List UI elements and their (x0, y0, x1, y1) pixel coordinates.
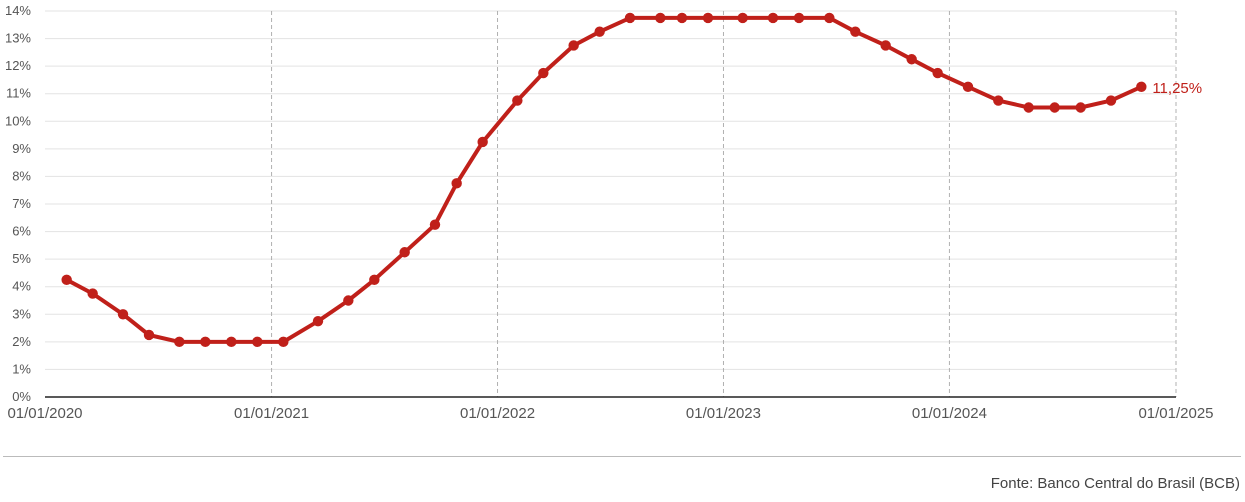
data-point (117, 309, 129, 320)
y-tick-label: 7% (12, 196, 31, 211)
labels-layer: 0% 1% 2% 3% 4% 5% 6% 7% 8% 9% 10% 11% 12% 13% 14% 01/01… (5, 3, 1214, 422)
data-point (399, 247, 410, 258)
data-point (993, 95, 1004, 106)
data-point (624, 12, 636, 24)
x-tick-label: 01/01/2024 (912, 405, 987, 422)
data-point (1075, 102, 1086, 113)
interest-rate-line-chart: 0% 1% 2% 3% 4% 5% 6% 7% 8% 9% 10% 11% 12% 13% 14% 01/01… (5, 3, 1214, 422)
y-tick-label: 2% (12, 334, 31, 349)
grid-lines (45, 10, 1177, 397)
y-tick-label: 9% (12, 141, 31, 156)
y-tick-label: 0% (12, 389, 31, 404)
x-tick-label: 01/01/2020 (7, 405, 82, 422)
data-point (512, 95, 523, 106)
data-point (61, 274, 72, 286)
y-tick-label: 11% (6, 86, 31, 101)
data-point (1049, 102, 1060, 113)
data-point (429, 219, 441, 230)
data-point (538, 67, 549, 79)
data-point (278, 336, 289, 348)
data-point (824, 12, 835, 24)
y-tick-label: 12% (5, 58, 31, 73)
y-tick-label: 4% (12, 279, 31, 294)
data-point (1136, 81, 1147, 93)
data-point (962, 81, 974, 93)
data-point (451, 178, 462, 189)
data-point (343, 295, 354, 306)
data-point (369, 274, 380, 286)
data-point (568, 40, 579, 51)
footer-divider (3, 456, 1241, 457)
x-tick-label: 01/01/2022 (460, 405, 535, 422)
data-point (477, 136, 488, 148)
data-point (702, 12, 714, 24)
y-tick-label: 6% (12, 224, 31, 239)
data-point (143, 329, 155, 341)
data-point (793, 12, 805, 24)
x-tick-label: 01/01/2021 (234, 405, 309, 422)
data-point (767, 12, 779, 24)
data-point (676, 12, 688, 24)
last-value-label: 11,25% (1152, 80, 1202, 97)
data-point (252, 336, 263, 348)
data-point (226, 336, 237, 348)
data-point (906, 54, 917, 65)
data-point (655, 12, 666, 24)
data-point (312, 315, 324, 327)
data-point (1105, 95, 1117, 106)
y-tick-label: 14% (5, 3, 31, 18)
source-note: Fonte: Banco Central do Brasil (BCB) (990, 475, 1240, 492)
data-point (880, 40, 891, 51)
y-tick-label: 3% (12, 306, 31, 321)
x-tick-label: 01/01/2025 (1138, 405, 1213, 422)
data-point (200, 336, 211, 348)
data-point (87, 288, 98, 299)
series-layer (61, 12, 1147, 348)
data-point (932, 67, 943, 79)
y-tick-label: 5% (12, 251, 31, 266)
x-tick-label: 01/01/2023 (686, 405, 761, 422)
y-tick-label: 1% (12, 361, 31, 376)
y-tick-label: 10% (5, 113, 31, 128)
data-point (1023, 102, 1034, 113)
data-point (594, 26, 605, 37)
y-tick-label: 8% (12, 168, 31, 183)
y-tick-label: 13% (5, 31, 31, 46)
data-point (737, 12, 748, 24)
data-point (850, 26, 861, 37)
data-point (174, 336, 185, 348)
